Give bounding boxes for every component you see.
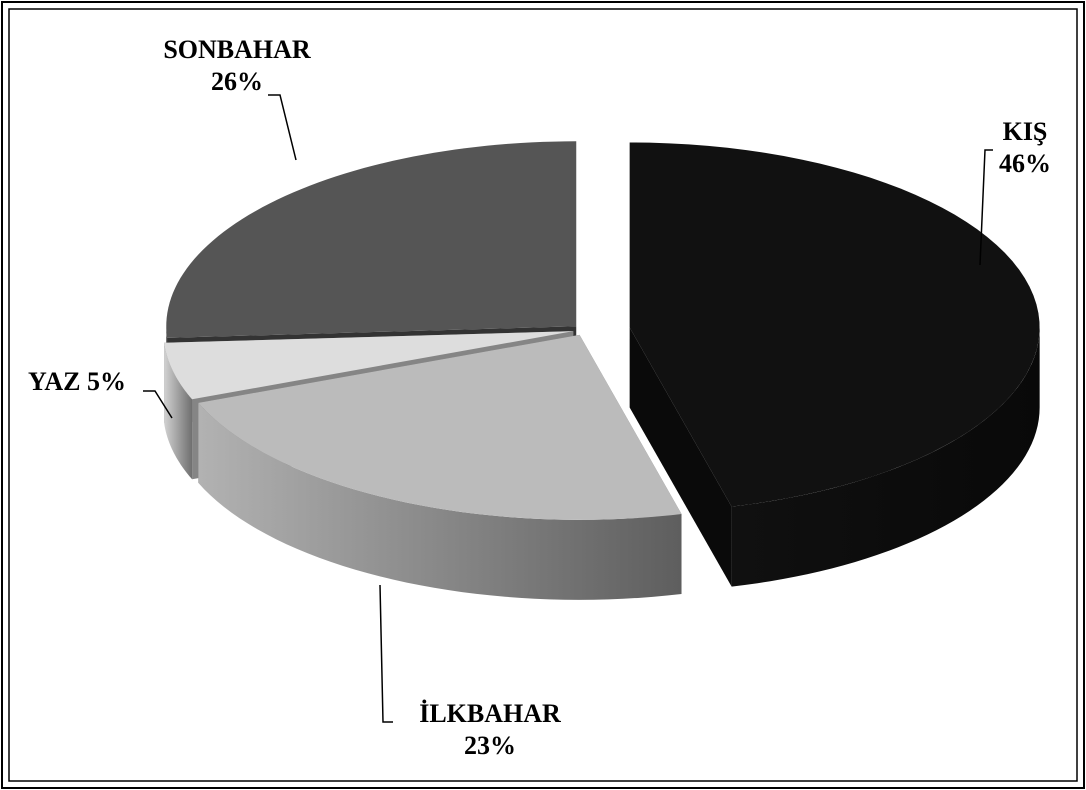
slice	[198, 334, 682, 520]
pie	[164, 141, 1040, 600]
leader-line	[379, 584, 393, 723]
slice	[164, 331, 574, 400]
category-label: KIŞ	[1003, 117, 1048, 146]
category-label: SONBAHAR	[163, 35, 311, 64]
category-label: YAZ	[28, 367, 81, 396]
slice	[166, 141, 577, 338]
slice-wall	[198, 402, 682, 600]
value-label: 26%	[211, 67, 263, 96]
inner-frame	[8, 8, 1078, 782]
value-label: 5%	[87, 367, 126, 396]
value-label: 23%	[464, 731, 516, 760]
category-label: İLKBAHAR	[419, 699, 561, 728]
slice-wall	[731, 327, 1040, 587]
slice	[629, 142, 1040, 507]
leader-line	[979, 149, 993, 266]
value-label: 46%	[999, 149, 1051, 178]
leader-line	[143, 390, 173, 419]
slice-label: YAZ 5%	[28, 367, 126, 396]
slice-side	[629, 327, 732, 587]
slice-wall	[164, 342, 193, 480]
leader-line	[268, 94, 297, 161]
labels: KIŞ 46% İLKBAHAR 23% YAZ 5% SONBAHAR 26%	[28, 35, 1051, 760]
